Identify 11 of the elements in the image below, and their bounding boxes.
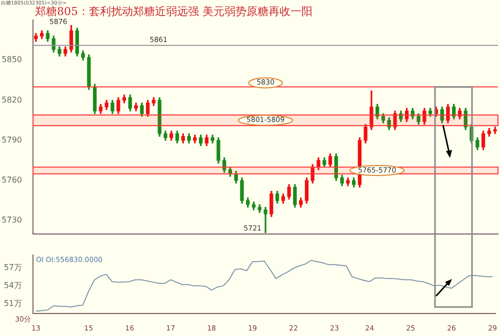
candlestick xyxy=(264,206,268,233)
chart-title: 郑糖805：套利扰动郑糖近弱远强 美元弱势原糖再收一阳 xyxy=(35,4,312,18)
y-tick-label: 51万 xyxy=(4,299,22,308)
y-tick-label: 5850 xyxy=(2,55,22,64)
y-tick-label: 5730 xyxy=(2,216,22,225)
y-tick-label: 5820 xyxy=(2,95,22,104)
y-tick-label: 5760 xyxy=(2,176,22,185)
y-tick-label: 5790 xyxy=(2,135,22,144)
candlestick xyxy=(493,126,497,134)
y-tick-label: 54万 xyxy=(4,280,22,290)
y-tick-label: 57万 xyxy=(4,262,22,272)
